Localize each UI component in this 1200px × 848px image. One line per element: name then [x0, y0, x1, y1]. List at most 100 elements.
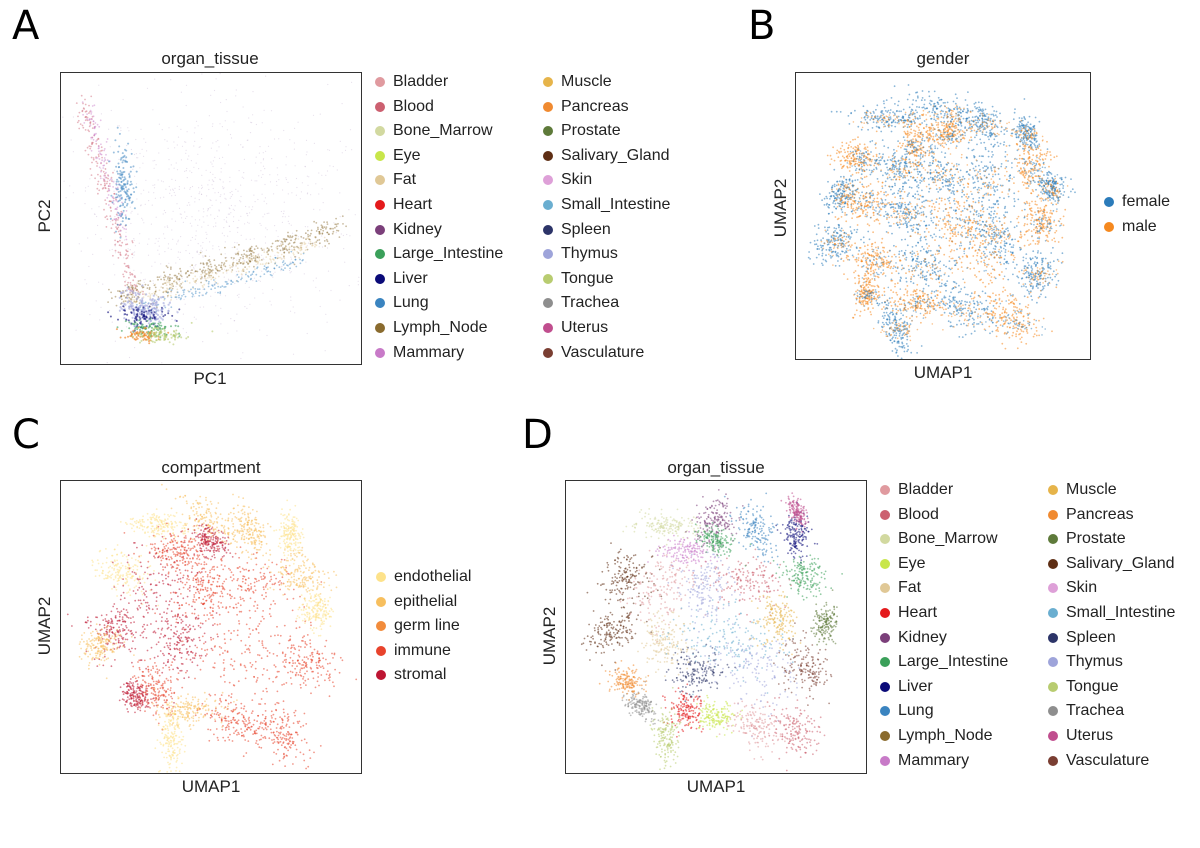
panel-c-plot-area — [60, 480, 362, 774]
legend-swatch — [1048, 558, 1058, 569]
legend-item-lymph-node: Lymph_Node — [375, 318, 488, 338]
legend-swatch — [376, 645, 386, 656]
cluster-mammary-arm-1 — [83, 119, 109, 155]
cluster-tissue-cluster-2 — [723, 492, 779, 566]
legend-swatch — [375, 249, 385, 260]
legend-swatch — [1048, 632, 1058, 643]
cluster-lung-arm-2 — [192, 279, 228, 297]
cluster-tissue-cluster-15 — [662, 683, 704, 738]
legend-swatch — [376, 670, 386, 681]
cluster-lymph-arm-1 — [148, 265, 193, 309]
legend-label: Bladder — [393, 73, 449, 90]
legend-swatch — [375, 298, 385, 309]
cluster-compartment-cluster-6 — [66, 530, 216, 661]
legend-label: Lung — [393, 294, 429, 312]
legend-swatch — [375, 347, 385, 358]
legend-label: Pancreas — [1066, 505, 1134, 523]
legend-swatch — [880, 706, 890, 717]
panel-c-xlabel: UMAP1 — [181, 777, 241, 796]
legend-label: Muscle — [561, 73, 612, 90]
cluster-compartment-cluster-8 — [173, 546, 323, 626]
cluster-fat-arm-2 — [186, 268, 220, 292]
cluster-blood-arm-1 — [79, 122, 105, 173]
cluster-gender-mix-7 — [899, 153, 970, 190]
cluster-gender-cluster-6 — [858, 136, 923, 208]
panel-d-ylabel: UMAP2 — [540, 606, 559, 666]
panel-letter-d: D — [522, 412, 553, 458]
legend-item-male: male — [1104, 217, 1157, 237]
legend-item-stromal: stromal — [376, 665, 446, 685]
legend-label: Prostate — [1066, 530, 1126, 548]
cluster-tissue-cluster-23 — [749, 591, 802, 656]
cluster-fat-arm-4 — [241, 243, 295, 272]
cluster-blood-arm-0 — [75, 94, 100, 140]
legend-label: Large_Intestine — [393, 245, 504, 263]
legend-label: Eye — [898, 554, 926, 572]
cluster-tissue-cluster-19 — [649, 686, 682, 771]
cluster-tissue-cluster-16 — [688, 694, 743, 738]
legend-item-fat: Fat — [880, 578, 921, 598]
cluster-compartment-cluster-11 — [139, 595, 219, 704]
cluster-gender-mix-4 — [903, 133, 943, 165]
cluster-tissue-cluster-12 — [659, 598, 794, 696]
cluster-tissue-cluster-8 — [692, 548, 801, 623]
cluster-compartment-cluster-20 — [295, 584, 335, 637]
legend-label: Kidney — [898, 628, 947, 646]
legend-label: stromal — [394, 666, 447, 684]
legend-swatch — [375, 101, 385, 112]
legend-label: Uterus — [1066, 727, 1114, 744]
legend-swatch — [375, 323, 385, 333]
cluster-mammary-arm-2 — [95, 141, 120, 186]
legend-swatch — [375, 150, 385, 161]
legend-label: female — [1122, 193, 1171, 210]
cluster-lung-core — [108, 126, 138, 239]
legend-swatch — [375, 175, 385, 186]
legend-item-prostate: Prostate — [543, 121, 621, 141]
cluster-gender-mix-10 — [841, 184, 893, 219]
legend-item-fat: Fat — [375, 170, 416, 190]
cluster-lung-arm-5 — [274, 250, 305, 271]
legend-swatch — [1048, 706, 1058, 717]
legend-item-spleen: Spleen — [543, 220, 611, 240]
cluster-gender-mix-19 — [1022, 260, 1060, 292]
panel-b-title: gender — [916, 49, 970, 68]
legend-item-bone-marrow: Bone_Marrow — [880, 529, 998, 549]
cluster-compartment-cluster-5 — [91, 544, 160, 607]
cluster-tongue-core — [132, 321, 214, 346]
cluster-lung-arm-1 — [166, 280, 199, 309]
panel-d-scatter — [580, 489, 843, 772]
legend-swatch — [1048, 485, 1058, 495]
legend-item-large-intestine: Large_Intestine — [880, 652, 1008, 672]
cluster-fat-arm-5 — [278, 236, 326, 259]
cluster-lung-arm-4 — [245, 264, 288, 282]
legend-swatch — [375, 224, 385, 235]
legend-label: Spleen — [561, 220, 611, 238]
cluster-gender-mix-5 — [846, 148, 880, 172]
panel-letter-c: C — [12, 412, 40, 458]
legend-label: Lymph_Node — [393, 319, 488, 336]
legend-label: Liver — [898, 677, 933, 695]
legend-label: Skin — [561, 171, 593, 189]
legend-label: Trachea — [561, 294, 620, 312]
cluster-compartment-cluster-3 — [273, 499, 306, 567]
cluster-gender-cluster-20 — [881, 281, 947, 324]
cluster-gender-mix-24 — [854, 285, 890, 307]
cluster-tissue-cluster-21 — [693, 522, 752, 567]
legend-item-kidney: Kidney — [880, 628, 947, 648]
cluster-tissue-cluster-13 — [684, 611, 800, 738]
cluster-lymph-arm-5 — [300, 215, 347, 251]
cluster-gender-cluster-4 — [895, 111, 937, 193]
legend-item-pancreas: Pancreas — [1048, 505, 1134, 525]
cluster-tissue-cluster-22 — [621, 680, 660, 725]
legend-swatch — [880, 608, 890, 618]
cluster-gender-mix-25 — [930, 125, 966, 146]
panel-b-legend: female male — [1104, 192, 1194, 242]
cluster-compartment-cluster-9 — [262, 546, 338, 609]
legend-swatch — [880, 509, 890, 520]
cluster-blood-arm-2 — [90, 162, 116, 202]
legend-item-germ-line: germ line — [376, 616, 460, 636]
legend-item-bone-marrow: Bone_Marrow — [375, 121, 493, 141]
cluster-gender-mix-3 — [1010, 119, 1044, 146]
panel-c-legend: endothelial epithelial germ line immune stro… — [376, 567, 496, 687]
legend-label: Uterus — [561, 319, 609, 336]
